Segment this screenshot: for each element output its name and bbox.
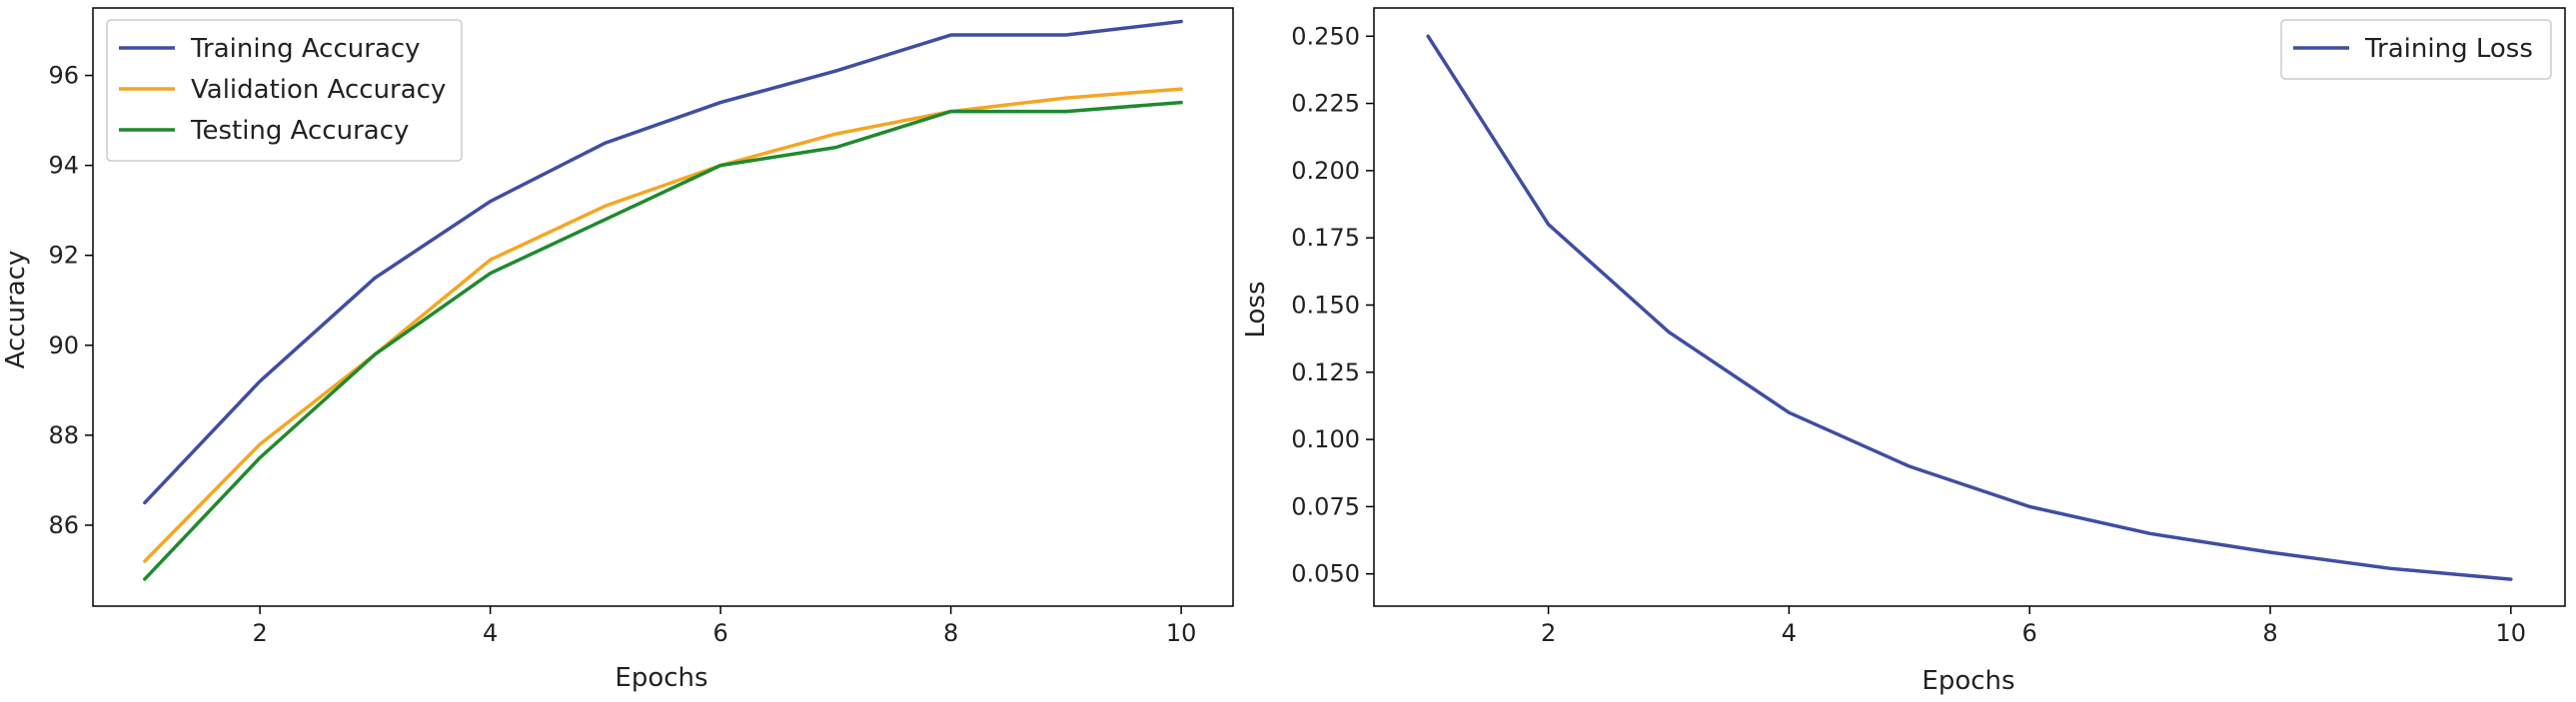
loss-y-tick-label: 0.225 [1291, 90, 1360, 118]
loss-x-tick-label: 10 [2496, 619, 2527, 647]
accuracy-x-tick-label: 2 [252, 619, 267, 647]
loss-x-tick-label: 2 [1541, 619, 1556, 647]
testing-accuracy-line [143, 100, 1183, 581]
accuracy-plot-frame [92, 7, 1234, 607]
loss-chart-panel: Epochs Loss 2 4 6 8 10 0.050 0.075 0.100 0.125 0.… [1241, 7, 2566, 696]
accuracy-y-tick-label: 96 [48, 62, 79, 90]
accuracy-legend: Training Accuracy Validation Accuracy Test… [106, 19, 463, 162]
loss-y-tick-label: 0.075 [1291, 492, 1360, 520]
loss-x-axis-label: Epochs [1922, 666, 2014, 696]
accuracy-y-tick-label: 92 [48, 242, 79, 270]
accuracy-x-tick-label: 10 [1166, 619, 1197, 647]
loss-x-tick-label: 8 [2262, 619, 2277, 647]
loss-y-tick-label: 0.200 [1291, 157, 1360, 185]
loss-legend: Training Loss [2280, 19, 2552, 80]
loss-x-tick-label: 6 [2022, 619, 2037, 647]
accuracy-y-tick-label: 90 [48, 332, 79, 359]
accuracy-y-tick-label: 86 [48, 511, 79, 539]
loss-y-tick-label: 0.125 [1291, 358, 1360, 386]
loss-x-tick-label: 4 [1782, 619, 1797, 647]
loss-legend-box [2280, 19, 2552, 80]
loss-y-tick-label: 0.250 [1291, 22, 1360, 50]
accuracy-legend-box [106, 19, 463, 162]
training-accuracy-legend-label: Training Accuracy [190, 34, 421, 64]
accuracy-x-tick-label: 6 [712, 619, 727, 647]
validation-accuracy-legend-label: Validation Accuracy [191, 75, 446, 105]
accuracy-x-axis-label: Epochs [615, 663, 707, 693]
loss-y-axis-label: Loss [1241, 281, 1271, 338]
accuracy-y-axis-label: Accuracy [1, 251, 31, 369]
validation-accuracy-line [143, 87, 1183, 563]
accuracy-y-tick-label: 88 [48, 421, 79, 449]
accuracy-chart-panel: Epochs Accuracy 2 4 6 8 10 86 88 90 92 94 96 Traini… [1, 7, 1234, 693]
training-loss-legend-label: Training Loss [2364, 34, 2533, 64]
training-loss-line [1426, 34, 2513, 581]
loss-y-tick-label: 0.150 [1291, 291, 1360, 319]
training-accuracy-line [143, 19, 1183, 505]
loss-y-tick-label: 0.100 [1291, 425, 1360, 453]
testing-accuracy-legend-label: Testing Accuracy [190, 116, 409, 146]
accuracy-y-tick-label: 94 [48, 152, 79, 180]
accuracy-x-tick-label: 8 [943, 619, 958, 647]
loss-plot-frame [1373, 7, 2566, 607]
loss-y-tick-label: 0.175 [1291, 224, 1360, 252]
accuracy-x-tick-label: 4 [483, 619, 498, 647]
loss-y-tick-label: 0.050 [1291, 560, 1360, 588]
